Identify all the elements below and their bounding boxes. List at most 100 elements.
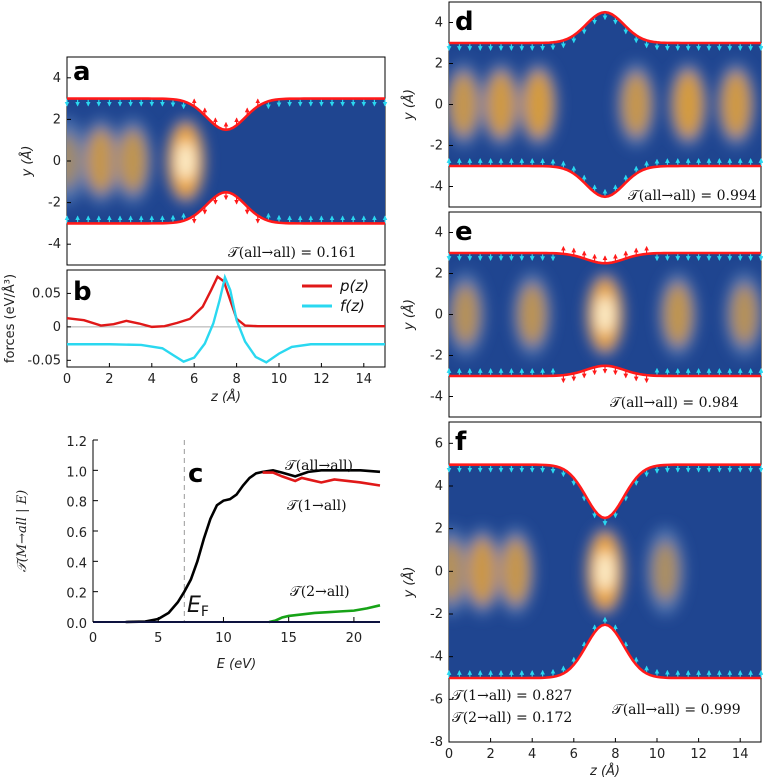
density-peak-d-5 [720, 71, 752, 138]
xtick-label-f-3: 6 [570, 747, 578, 762]
density-peak-f-2 [500, 538, 531, 605]
xlabel-b: z (Å) [210, 389, 241, 405]
panel-a-density-map: -4 -2 0 2 4 y (Å) a 𝒯(all→all) = 0.161 [19, 56, 388, 266]
density-halo-a-0 [67, 117, 87, 205]
panel-b-legend: p(z) f(z) [302, 277, 369, 315]
density-peak-d-3 [621, 72, 651, 137]
legend-label-f: f(z) [340, 297, 365, 315]
panel-c-series-label-1: 𝒯(1→all) [287, 498, 347, 514]
ytick-label-f-2: -4 [430, 650, 443, 665]
xtick-label-b-6: 12 [313, 372, 330, 387]
xtick-label-b-0: 0 [63, 372, 71, 387]
xtick-label-f-2: 4 [528, 747, 536, 762]
wall-bottom-d [449, 164, 761, 199]
density-core-f-3 [595, 551, 615, 592]
xtick-label-c-4: 20 [346, 631, 363, 646]
ytick-label-e-4: 4 [435, 226, 443, 241]
ytick-label-c-0: 0.0 [66, 617, 87, 632]
series-line-b-0 [66, 274, 385, 329]
density-peak-d-0 [449, 72, 479, 137]
wall-bottom-e [449, 364, 761, 378]
ylabel-d: y (Å) [401, 89, 417, 121]
channel-heatmap-e [449, 253, 761, 376]
panel-f-note-2-to-all: 𝒯(2→all) = 0.172 [452, 710, 572, 726]
series-line-c-2 [268, 604, 381, 624]
panel-e-label: e [455, 217, 473, 247]
wall-top-a [67, 97, 385, 132]
density-peak-a-0 [67, 133, 80, 189]
xtick-label-b-2: 4 [148, 372, 156, 387]
ytick-label-f-1: -6 [430, 692, 443, 707]
xtick-label-c-2: 10 [215, 631, 232, 646]
panel-d-label: d [455, 7, 474, 37]
channel-heatmap-a [67, 98, 385, 224]
ytick-label-d-1: -2 [430, 139, 443, 154]
density-glow-d [449, 61, 756, 148]
panel-c-series-label-all: 𝒯(all→all) [285, 458, 353, 474]
wall-top-d [449, 10, 761, 45]
ytick-label-a-0: -4 [48, 237, 61, 252]
wall-top-f [449, 463, 761, 520]
xtick-label-f-7: 14 [732, 747, 749, 762]
density-peak-e-1 [518, 284, 547, 345]
panel-b-label: b [73, 277, 92, 307]
panel-a-transmission-note: 𝒯(all→all) = 0.161 [228, 245, 357, 261]
channel-heatmap-d [449, 12, 761, 197]
panel-e-transmission-note: 𝒯(all→all) = 0.984 [610, 395, 739, 411]
ylabel-a: y (Å) [19, 146, 35, 178]
density-peak-a-2 [118, 129, 148, 193]
series-line-c-0 [125, 469, 381, 624]
density-glow-e [449, 271, 761, 358]
density-peak-d-4 [672, 70, 704, 139]
ytick-label-f-4: 0 [435, 564, 443, 579]
xtick-label-f-6: 12 [690, 747, 707, 762]
panel-f-label: f [455, 427, 467, 457]
wall-top-e [449, 251, 761, 265]
panel-f-note-1-to-all: 𝒯(1→all) = 0.827 [452, 688, 572, 704]
panel-f-density-map: -8 -6 -4 -2 0 2 4 6 y (Å) 0 2 4 6 8 10 12 14 z (Å) f 𝒯(1→… [401, 421, 763, 779]
ytick-label-f-7: 6 [435, 436, 443, 451]
panel-d-density-map: -4 -2 0 2 4 y (Å) d 𝒯(all→all) = 0.994 [401, 1, 763, 208]
xtick-label-f-5: 10 [649, 747, 666, 762]
density-peak-f-1 [467, 537, 498, 606]
ytick-label-b-2: 0.05 [32, 286, 61, 301]
density-glow-a [67, 117, 206, 205]
panel-c-label: c [188, 459, 203, 489]
ytick-label-e-1: -2 [430, 349, 443, 364]
ytick-label-d-3: 2 [435, 57, 443, 72]
panel-f-note-all-to-all: 𝒯(all→all) = 0.999 [612, 702, 741, 718]
xlabel-f: z (Å) [589, 763, 620, 777]
density-peak-a-1 [85, 128, 116, 194]
series-line-b-1 [67, 273, 385, 364]
xtick-label-b-4: 8 [232, 372, 240, 387]
xtick-label-b-3: 6 [190, 372, 198, 387]
ytick-label-c-1: 0.2 [66, 587, 87, 602]
xtick-label-c-3: 15 [280, 631, 297, 646]
ytick-label-a-4: 4 [53, 71, 61, 86]
xtick-label-b-7: 14 [356, 372, 373, 387]
ytick-label-c-3: 0.6 [66, 526, 87, 541]
density-peak-e-0 [451, 284, 480, 345]
panel-c-transmission-chart: 0 5 10 15 20 0.0 0.2 0.4 0.6 0.8 1.0 1.2 E (eV) 𝒯(M→a… [15, 435, 381, 672]
xlabel-c: E (eV) [217, 657, 256, 672]
density-peak-e-3 [663, 283, 693, 346]
panel-c-series-label-2: 𝒯(2→all) [290, 584, 350, 600]
ylabel-e: y (Å) [401, 299, 417, 331]
ytick-label-c-2: 0.4 [66, 556, 87, 571]
xtick-label-b-5: 10 [271, 372, 288, 387]
wall-bottom-a [67, 190, 385, 225]
ytick-label-c-5: 1.0 [66, 465, 87, 480]
xtick-label-f-0: 0 [445, 747, 453, 762]
legend-label-p: p(z) [339, 277, 369, 295]
ytick-label-b-1: 0 [53, 320, 61, 335]
panel-a-label: a [73, 57, 91, 87]
density-core-a-3 [176, 141, 196, 181]
fermi-label: EF [187, 593, 209, 620]
ytick-label-a-1: -2 [48, 196, 61, 211]
ytick-label-f-6: 4 [435, 479, 443, 494]
ytick-label-e-0: -4 [430, 390, 443, 405]
ylabel-f: y (Å) [401, 567, 417, 599]
xtick-label-f-4: 8 [611, 747, 619, 762]
ytick-label-d-0: -4 [430, 180, 443, 195]
